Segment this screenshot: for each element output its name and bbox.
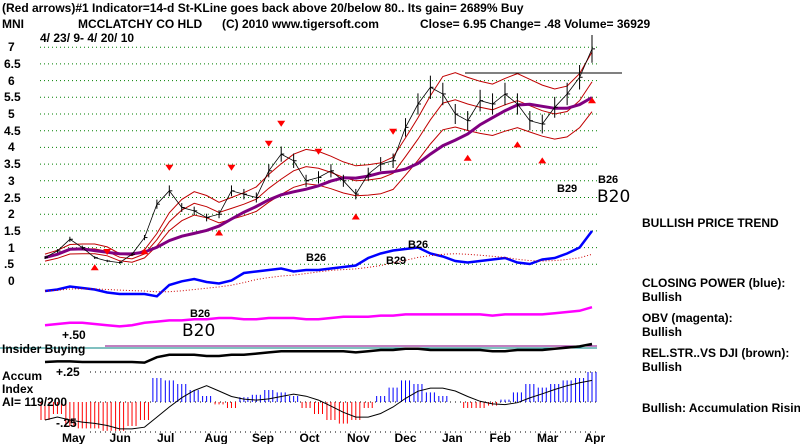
closing-power-ma: [44, 253, 593, 293]
short-ma: [44, 81, 593, 260]
ma50-line: [44, 96, 593, 260]
y-tick-label: 0: [8, 274, 15, 288]
sell-arrow-icon: [389, 128, 398, 135]
ai-value: AI= 119/200: [2, 395, 68, 409]
closing-power-line: [44, 230, 593, 298]
sell-arrow-icon: [277, 120, 286, 127]
sell-arrow-icon: [314, 148, 323, 155]
signal-b20: B20: [182, 321, 216, 341]
buy-arrow-icon: [513, 141, 522, 148]
price-trend-status: BULLISH PRICE TREND: [642, 216, 779, 230]
buy-arrow-icon: [90, 264, 99, 271]
x-tick-label: Feb: [489, 431, 511, 444]
accum-ma-line: [44, 379, 593, 430]
x-tick-label: May: [62, 431, 86, 444]
signal-b26: B26: [190, 308, 211, 320]
signal-b20: B20: [597, 187, 631, 207]
x-tick-label: Jul: [157, 431, 175, 444]
obv-level-label: +.50: [62, 328, 86, 342]
x-tick-label: Sep: [252, 431, 275, 444]
index-label: Index: [2, 382, 34, 396]
x-tick-label: Apr: [584, 431, 606, 444]
company-name: MCCLATCHY CO HLD: [78, 17, 203, 31]
x-tick-label: Oct: [299, 431, 320, 444]
x-tick-label: Mar: [537, 431, 559, 444]
x-tick-label: Nov: [347, 431, 370, 444]
y-tick-label: 3: [8, 173, 15, 188]
signal-b26: B26: [598, 174, 619, 186]
accum-upper-label: +.25: [56, 365, 80, 379]
obv-status: Bullish: [642, 325, 683, 339]
y-tick-label: 6: [8, 73, 15, 88]
rel-str-status: Bullish: [642, 360, 683, 374]
quote: Close= 6.95 Change= .48 Volume= 36929: [420, 17, 651, 31]
signal-b26: B26: [408, 239, 429, 251]
buy-arrow-icon: [351, 213, 360, 220]
insider-buying-label: Insider Buying: [2, 342, 86, 356]
y-tick-label: 6.5: [4, 56, 21, 71]
obv-label: OBV (magenta):: [642, 311, 733, 325]
y-tick-label: 2: [8, 207, 15, 222]
accum-status: Bullish: Accumulation Rising: [642, 401, 800, 415]
sell-arrow-icon: [264, 140, 273, 147]
closing-power-status: Bullish: [642, 290, 683, 304]
y-tick-label: 1.5: [4, 223, 21, 238]
copyright: (C) 2010 www.tigersoft.com: [222, 17, 379, 31]
indicator-title: (Red arrows)#1 Indicator=14-d St-KLine g…: [2, 1, 524, 15]
buy-arrow-icon: [588, 97, 596, 104]
y-tick-label: 5.5: [4, 90, 21, 105]
y-tick-label: 3.5: [4, 157, 21, 172]
buy-arrow-icon: [215, 229, 224, 236]
y-tick-label: 2.5: [4, 190, 21, 205]
buy-arrow-icon: [463, 154, 472, 161]
y-tick-label: 1: [8, 240, 15, 255]
y-tick-label: .5: [4, 257, 15, 272]
x-tick-label: Aug: [204, 431, 228, 444]
rel-str-label: REL.STR..VS DJI (brown):: [642, 346, 790, 360]
accum-lower-label: -.25: [56, 416, 77, 430]
y-tick-label: 7: [8, 40, 15, 55]
date-range: 4/ 23/ 9- 4/ 20/ 10: [40, 31, 135, 45]
x-tick-label: Jun: [109, 431, 131, 444]
x-tick-label: Jan: [442, 431, 463, 444]
buy-arrow-icon: [140, 248, 149, 255]
y-tick-label: 4: [8, 140, 15, 155]
sell-arrow-icon: [165, 164, 174, 171]
rel-str-line: [44, 342, 593, 364]
sell-arrow-icon: [103, 248, 112, 255]
sell-arrow-icon: [227, 164, 236, 171]
closing-power-label: CLOSING POWER (blue):: [642, 276, 786, 290]
y-tick-label: 5: [8, 107, 15, 121]
signal-b29: B29: [557, 183, 578, 195]
obv-line: [44, 305, 593, 328]
signal-b26: B26: [306, 252, 327, 264]
price-line: [44, 48, 593, 264]
y-tick-label: 4.5: [4, 123, 21, 138]
symbol: MNI: [2, 17, 24, 31]
accum-label: Accum: [2, 369, 43, 383]
signal-b29: B29: [386, 255, 407, 267]
buy-arrow-icon: [538, 157, 547, 164]
x-tick-label: Dec: [394, 431, 417, 444]
